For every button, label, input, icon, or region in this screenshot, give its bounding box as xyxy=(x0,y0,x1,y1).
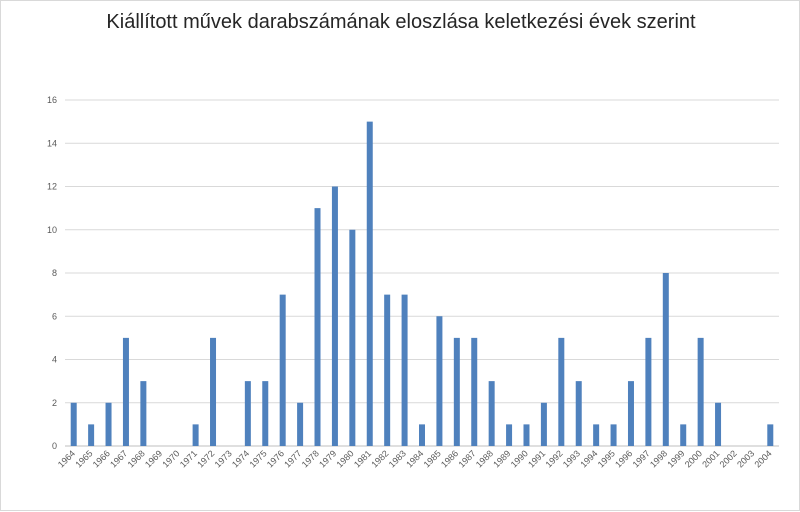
x-tick-label: 1981 xyxy=(352,448,373,469)
chart-title: Kiállított művek darabszámának eloszlása… xyxy=(106,11,696,33)
bar-1977 xyxy=(297,402,304,446)
bar-1980 xyxy=(349,229,356,446)
bar-1999 xyxy=(680,424,687,446)
x-tick-label: 1971 xyxy=(178,448,199,469)
bar-1978 xyxy=(314,208,321,446)
gridlines xyxy=(65,99,779,447)
bar-1994 xyxy=(593,424,600,446)
x-tick-label: 1972 xyxy=(195,448,216,469)
x-tick-label: 1987 xyxy=(456,448,477,469)
bar-1992 xyxy=(558,337,565,446)
bar-1986 xyxy=(453,337,460,446)
bar-1993 xyxy=(575,381,582,446)
x-tick-label: 2004 xyxy=(752,448,773,469)
bar-1991 xyxy=(540,402,547,446)
bar-1976 xyxy=(279,294,286,446)
x-tick-label: 1967 xyxy=(108,448,129,469)
x-tick-label: 1974 xyxy=(230,448,251,469)
y-tick-label: 16 xyxy=(47,95,57,105)
bar-1968 xyxy=(140,381,147,446)
bar-1972 xyxy=(210,337,217,446)
x-tick-label: 1999 xyxy=(665,448,686,469)
bar-1988 xyxy=(488,381,495,446)
y-tick-label: 6 xyxy=(52,311,57,321)
bar-1964 xyxy=(70,402,77,446)
bar-1971 xyxy=(192,424,199,446)
bar-1979 xyxy=(331,186,338,446)
y-tick-label: 0 xyxy=(52,441,57,451)
y-tick-label: 10 xyxy=(47,225,57,235)
x-tick-label: 2000 xyxy=(683,448,704,469)
bars xyxy=(70,121,774,446)
bar-1990 xyxy=(523,424,530,446)
bar-2004 xyxy=(767,424,774,446)
bar-1981 xyxy=(366,121,373,446)
bar-1974 xyxy=(244,381,251,446)
x-tick-label: 2003 xyxy=(735,448,756,469)
x-tick-label: 1996 xyxy=(613,448,634,469)
y-tick-label: 2 xyxy=(52,398,57,408)
bar-1995 xyxy=(610,424,617,446)
x-tick-label: 1978 xyxy=(300,448,321,469)
bar-1975 xyxy=(262,381,269,446)
x-tick-label: 1985 xyxy=(422,448,443,469)
bar-1985 xyxy=(436,316,443,446)
x-tick-label: 1994 xyxy=(578,448,599,469)
x-tick-label: 1969 xyxy=(143,448,164,469)
x-tick-label: 1992 xyxy=(543,448,564,469)
bar-1967 xyxy=(122,337,129,446)
x-tick-label: 1984 xyxy=(404,448,425,469)
x-tick-label: 1964 xyxy=(56,448,77,469)
x-tick-label: 1975 xyxy=(247,448,268,469)
y-tick-label: 12 xyxy=(47,182,57,192)
x-tick-label: 1989 xyxy=(491,448,512,469)
bar-1966 xyxy=(105,402,112,446)
x-tick-label: 1986 xyxy=(439,448,460,469)
bar-1965 xyxy=(88,424,95,446)
x-tick-label: 1970 xyxy=(160,448,181,469)
bar-1984 xyxy=(419,424,425,446)
x-tick-label: 2002 xyxy=(718,448,739,469)
x-tick-label: 1991 xyxy=(526,448,547,469)
y-tick-label: 8 xyxy=(52,268,57,278)
x-tick-label: 1995 xyxy=(596,448,617,469)
x-tick-label: 1968 xyxy=(126,448,147,469)
x-tick-label: 1965 xyxy=(73,448,94,469)
x-tick-label: 1990 xyxy=(509,448,530,469)
y-axis-ticks: 0 2 4 6 8 10 12 14 16 xyxy=(47,95,57,451)
x-tick-label: 1993 xyxy=(561,448,582,469)
x-tick-label: 1973 xyxy=(213,448,234,469)
x-tick-label: 1997 xyxy=(631,448,652,469)
x-tick-label: 1980 xyxy=(335,448,356,469)
bar-1989 xyxy=(506,424,513,446)
x-tick-label: 1976 xyxy=(265,448,286,469)
y-tick-label: 14 xyxy=(47,138,57,148)
x-tick-label: 2001 xyxy=(700,448,721,469)
bar-1987 xyxy=(471,337,478,446)
bar-1982 xyxy=(384,294,391,446)
y-tick-label: 4 xyxy=(52,355,57,365)
bar-1997 xyxy=(645,337,652,446)
x-tick-label: 1983 xyxy=(387,448,408,469)
bar-2001 xyxy=(715,402,722,446)
bar-1996 xyxy=(627,381,634,446)
x-tick-label: 1979 xyxy=(317,448,338,469)
x-tick-label: 1998 xyxy=(648,448,669,469)
bar-1983 xyxy=(401,294,408,446)
x-tick-label: 1977 xyxy=(282,448,303,469)
bar-1998 xyxy=(662,273,669,446)
bar-2000 xyxy=(697,337,704,446)
x-tick-label: 1988 xyxy=(474,448,495,469)
x-axis-ticks: 1964196519661967196819691970197119721973… xyxy=(56,448,774,469)
x-tick-label: 1982 xyxy=(369,448,390,469)
x-tick-label: 1966 xyxy=(91,448,112,469)
